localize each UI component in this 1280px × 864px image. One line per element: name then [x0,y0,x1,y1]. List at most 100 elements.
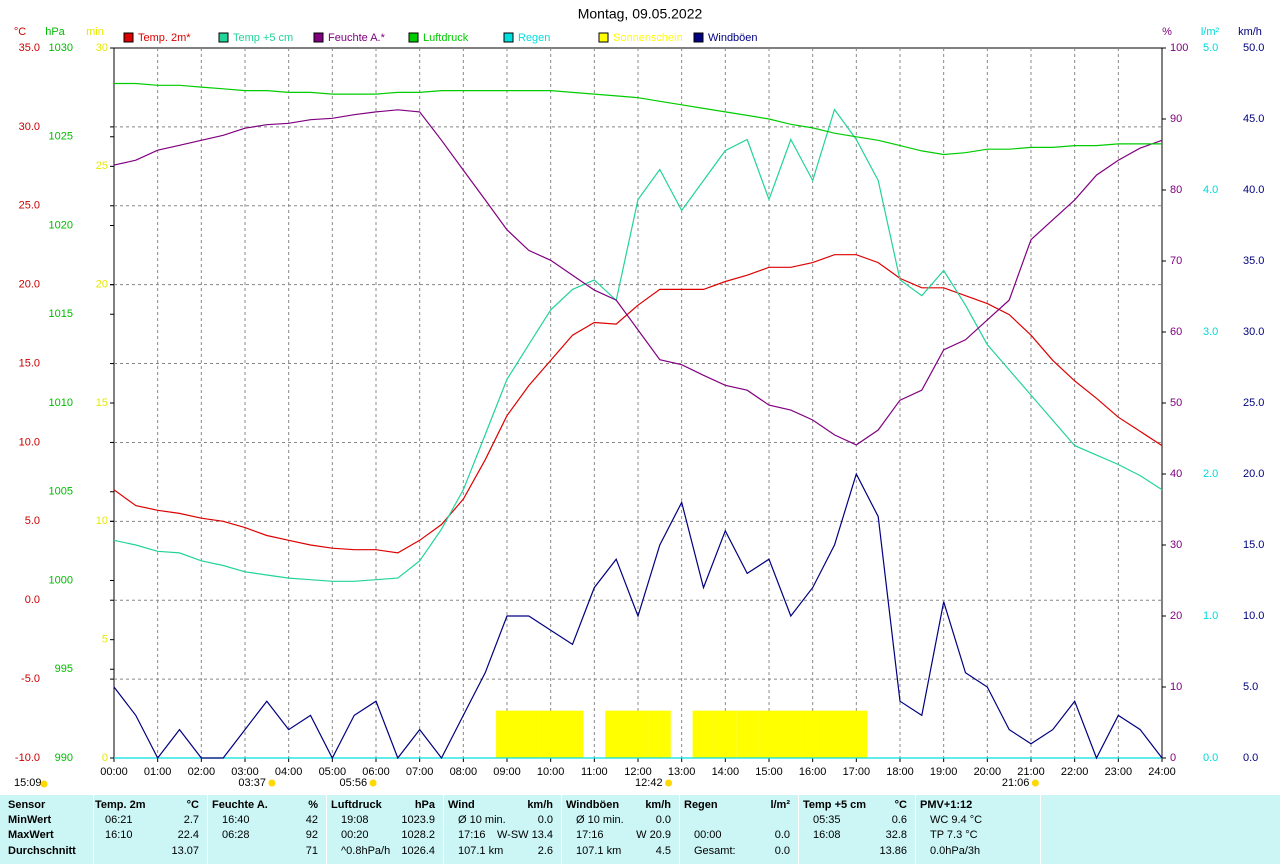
column-title: PMV+1:12 [920,799,973,811]
table-cell: W-SW 13.4 [496,829,553,841]
x-tick-label: 07:00 [406,766,434,778]
table-cell: 16:10 [105,829,133,841]
table-cell: MaxWert [8,829,54,841]
x-tick-label: 14:00 [712,766,740,778]
y-tick-label: 80 [1170,184,1182,196]
x-tick-label: 23:00 [1105,766,1133,778]
table-cell: 92 [305,829,318,841]
y-tick-label: 90 [1170,113,1182,125]
table-cell: 0.0 [774,829,790,841]
y-tick-label: 70 [1170,255,1182,267]
y-tick-label: 30.0 [1243,326,1264,338]
table-cell: Ø 10 min. [576,814,624,826]
sun-icon [40,780,48,788]
legend-label: Windböen [708,32,758,44]
sun-bar [801,710,824,758]
sun-bar [627,710,649,758]
annotation-marker [665,779,673,787]
y-tick-label: 1030 [49,42,73,54]
sun-bar [758,710,780,758]
table-cell: 22.4 [177,829,199,841]
axis-unit: l/m² [1201,26,1220,38]
column-unit: °C [186,799,199,811]
table-cell: W 20.9 [636,829,671,841]
annotation-label: 03:37 [238,777,266,789]
table-cell: 0.0 [774,845,790,857]
x-tick-label: 06:00 [362,766,390,778]
column-unit: km/h [645,799,671,811]
legend-swatch [693,32,704,43]
axis-unit: hPa [45,26,65,38]
y-tick-label: 1015 [49,308,73,320]
column-title: Regen [684,799,718,811]
table-cell: 107.1 km [576,845,622,857]
stats-table: Sensor MinWert MaxWert Durchschnitt Temp. 2m… [0,795,1280,864]
y-tick-label: 30 [96,42,108,54]
axis-unit: °C [14,26,26,38]
table-cell: MinWert [8,814,52,826]
y-tick-label: 20 [1170,610,1182,622]
chart: Montag, 09.05.2022 15:09 00:00 01:00 02:00… [14,6,1265,789]
legend-swatch [408,32,419,43]
table-cell: WC 9.4 °C [930,814,983,826]
axis-unit: km/h [1238,26,1262,38]
y-tick-label: 15.0 [19,357,40,369]
x-tick-label: 04:00 [275,766,303,778]
y-tick-label: 25.0 [1243,397,1264,409]
sun-bar [692,710,715,758]
x-tick-label: 10:00 [537,766,565,778]
x-tick-label: 05:00 [319,766,347,778]
y-tick-label: 15 [96,397,108,409]
series-line [113,108,1163,582]
table-cell: Gesamt: [694,845,736,857]
y-tick-label: 10.0 [1243,610,1264,622]
y-tick-label: 1.0 [1203,610,1218,622]
table-cell: 06:28 [222,829,250,841]
y-tick-label: 40 [1170,468,1182,480]
legend-label: Temp. 2m* [138,32,191,44]
column-unit: % [308,799,318,811]
table-cell: 1028.2 [401,829,435,841]
column-title: Sensor [8,799,46,811]
x-tick-label: 18:00 [886,766,914,778]
legend-label: Feuchte A.* [328,32,386,44]
legend-swatch [503,32,514,43]
y-tick-label: 40.0 [1243,184,1264,196]
sun-bar [539,710,562,758]
y-tick-label: -10.0 [15,752,40,764]
y-tick-label: 4.0 [1203,184,1218,196]
table-cell: 71 [305,845,318,857]
y-tick-label: 10.0 [19,436,40,448]
x-tick-label: 15:00 [755,766,783,778]
annotation-label: 21:06 [1002,777,1030,789]
annotation-marker [1031,779,1039,787]
y-tick-label: 0.0 [25,594,40,606]
y-tick-label: 0 [1170,752,1176,764]
table-cell: 06:21 [105,814,133,826]
sun-bar [561,710,584,758]
table-cell: 32.8 [885,829,907,841]
x-tick-label: 16:00 [799,766,827,778]
table-cell: 0.6 [891,814,907,826]
x-tick-label: 11:00 [581,766,608,778]
legend-swatch [313,32,324,43]
y-tick-label: 3.0 [1203,326,1218,338]
table-cell: 00:00 [694,829,722,841]
axis-unit: % [1162,26,1172,38]
sun-bar [648,710,671,758]
y-tick-label: 995 [55,663,73,675]
y-tick-label: 60 [1170,326,1182,338]
y-tick-label: 50.0 [1243,42,1264,54]
y-tick-label: 25 [96,160,108,172]
sun-bar [845,710,868,758]
annotation-marker [268,779,276,787]
column-title: Luftdruck [331,799,382,811]
table-cell: 16:40 [222,814,250,826]
table-cell: 1026.4 [401,845,435,857]
y-tick-label: 100 [1170,42,1188,54]
sun-bar [605,710,628,758]
table-column: Wind km/h Ø 10 min. 0.0 17:16 W-SW 13.4 107.1 … [448,795,562,864]
table-cell: TP 7.3 °C [930,829,978,841]
column-unit: l/m² [770,799,790,811]
